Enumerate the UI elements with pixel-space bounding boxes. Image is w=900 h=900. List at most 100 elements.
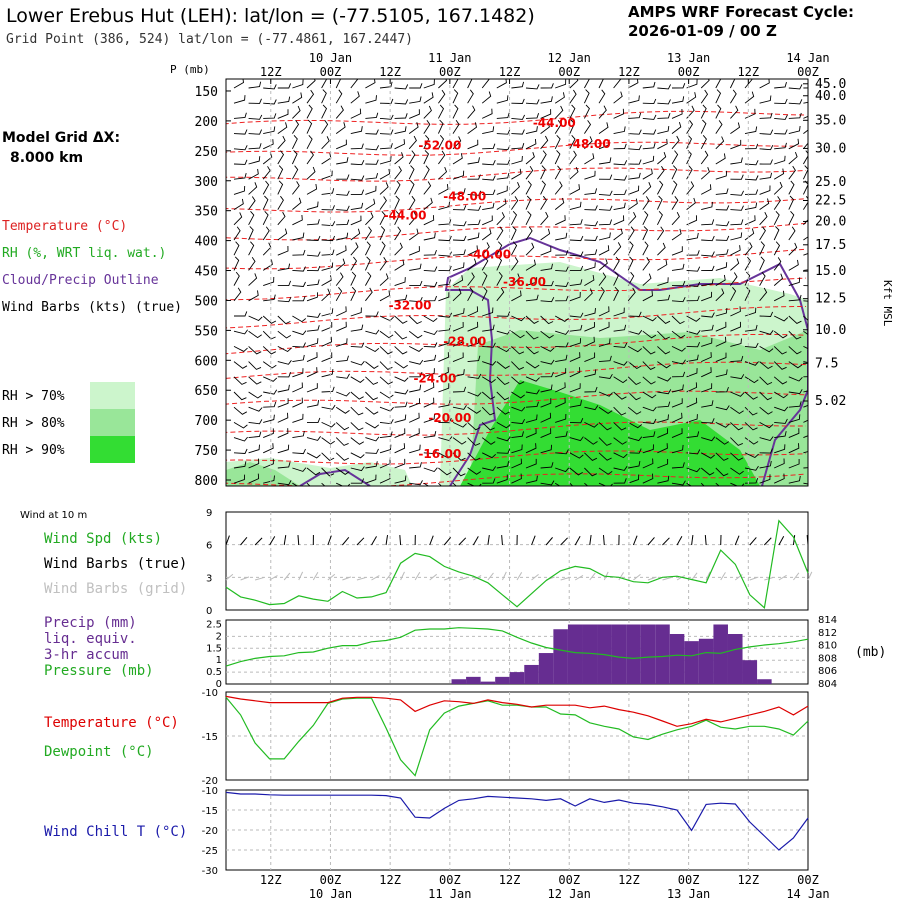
wind-barb xyxy=(496,95,509,104)
wind-barb xyxy=(233,345,248,352)
wind-barb xyxy=(686,397,698,408)
wind-barb xyxy=(657,112,671,119)
wind-barb xyxy=(759,330,774,335)
wind-barbs-true-label: Wind Barbs (true) xyxy=(44,556,187,572)
wind-barb xyxy=(686,181,695,195)
wind-barb xyxy=(774,114,788,120)
wind-barb xyxy=(613,126,626,135)
wind-barb xyxy=(642,196,650,210)
wind-barb xyxy=(467,467,482,475)
wind-barb xyxy=(773,330,788,339)
wind-barb-true xyxy=(574,536,581,546)
precip-bar xyxy=(466,676,481,684)
wind-barb xyxy=(657,277,669,287)
wind-barb xyxy=(438,89,446,104)
wind-barb xyxy=(569,235,584,242)
wind-barb xyxy=(408,315,422,325)
wind-barb xyxy=(394,376,409,382)
rh70-swatch xyxy=(90,382,135,409)
wind-barb xyxy=(628,461,641,469)
wind-barb-grid xyxy=(356,577,366,581)
wind-barb xyxy=(409,83,423,89)
isotherm-line xyxy=(226,361,807,379)
wind-barb xyxy=(628,145,642,151)
wind-barb xyxy=(409,371,423,378)
wind-barb xyxy=(511,168,522,180)
wind-barb xyxy=(409,462,422,469)
wind-barb xyxy=(394,226,402,241)
wind-barb xyxy=(642,391,657,399)
wind-barb xyxy=(292,181,300,195)
height-ticks: 45.040.0 35.0 30.0 25.0 22.5 20.0 17.5 15.0 12.5… xyxy=(803,77,846,409)
wind-barb xyxy=(248,473,260,484)
wind-barb xyxy=(774,431,787,439)
wind-barb xyxy=(496,129,511,135)
wind-barb xyxy=(715,205,730,211)
wind-barb xyxy=(394,330,408,340)
wind-barb xyxy=(598,355,612,363)
wind-barb xyxy=(569,324,583,332)
wind-barb xyxy=(350,271,357,286)
wind-barb xyxy=(452,235,467,241)
wind-barb xyxy=(715,405,730,411)
wind-barb xyxy=(598,391,613,397)
wind-barb xyxy=(496,172,510,180)
precip-label-2: liq. equiv. xyxy=(44,631,137,647)
windchill-yticks: -10 -15 -20 -25 -30 xyxy=(202,786,218,877)
wind-barb xyxy=(394,180,401,195)
wind-barb xyxy=(467,452,481,461)
windchill-ytick-label: -15 xyxy=(202,806,218,817)
wind-barb xyxy=(744,422,758,431)
wind-barb-true xyxy=(531,535,536,546)
cross-section-panel: -44.00 -48.00 -52.00 -48.00 -44.00 -40.00 -36.… xyxy=(195,77,894,489)
wind-barb xyxy=(803,330,808,336)
wind-barb xyxy=(701,219,715,226)
wind-barb xyxy=(744,202,758,211)
wind-barb xyxy=(306,265,321,272)
wind-barb xyxy=(671,212,680,226)
wind-barb xyxy=(438,265,452,272)
wind-barb xyxy=(262,180,270,195)
wind-barb xyxy=(350,160,365,166)
wind-barb xyxy=(627,226,635,241)
wind-barb xyxy=(759,287,768,302)
wind-barb xyxy=(438,135,445,150)
wind-barb xyxy=(584,221,599,227)
precip-bars xyxy=(451,624,772,684)
wind-barb xyxy=(744,324,758,332)
wind-barb xyxy=(540,180,546,195)
wind-barb xyxy=(262,242,272,256)
wind-barb xyxy=(321,170,333,180)
pressure-ytick-label: 812 xyxy=(818,628,837,639)
wind-barb xyxy=(438,292,450,302)
wind-barb xyxy=(306,135,313,150)
wind-barb xyxy=(744,91,755,104)
wind-barb xyxy=(379,444,392,454)
wind-barb xyxy=(511,155,523,165)
wind-barb xyxy=(496,376,510,386)
wind-barb xyxy=(759,241,765,256)
wind-barb xyxy=(233,145,248,151)
wind-barb xyxy=(321,136,330,150)
wind-barb xyxy=(744,175,759,181)
wind-barb xyxy=(715,437,730,445)
wind-barb xyxy=(642,155,655,165)
rh70-label: RH > 70% xyxy=(2,389,65,404)
wind-barb xyxy=(803,285,808,287)
wind-barb xyxy=(642,241,649,256)
wind-barb xyxy=(408,195,416,210)
wind-barb xyxy=(233,95,246,104)
wind-barb xyxy=(423,165,430,180)
wind-barb xyxy=(438,104,445,119)
wind-barb xyxy=(481,286,488,301)
wind-barb-grid xyxy=(589,572,596,581)
precip-bar xyxy=(713,624,728,684)
wind-barb xyxy=(336,157,349,165)
precip-bar xyxy=(727,634,743,684)
wind-barb xyxy=(525,277,538,287)
wind-barb xyxy=(350,466,365,472)
wind-barb xyxy=(584,79,590,89)
wind-barb xyxy=(554,165,562,180)
wind-barb xyxy=(292,197,302,210)
wind-barb xyxy=(482,189,496,195)
